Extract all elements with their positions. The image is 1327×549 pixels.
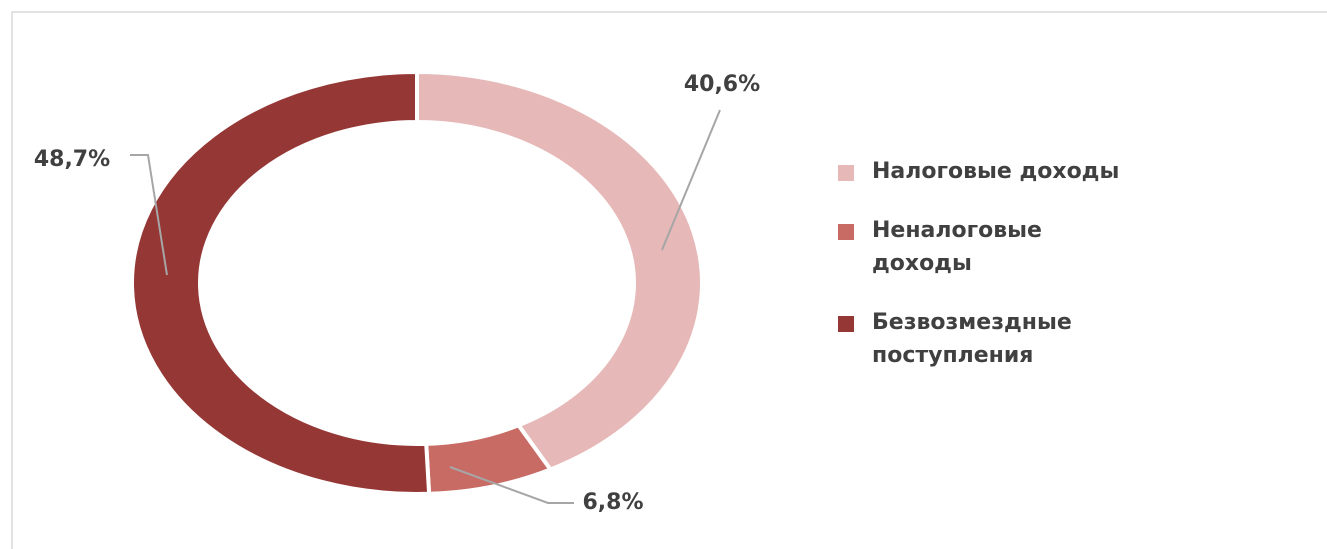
legend-item: Безвозмездные поступления xyxy=(838,306,1258,372)
legend-swatch xyxy=(838,316,854,332)
data-label: 48,7% xyxy=(34,147,110,172)
legend-label: Неналоговые доходы xyxy=(872,218,1042,276)
donut-segment xyxy=(129,69,432,496)
legend-swatch xyxy=(838,224,854,240)
legend-swatch xyxy=(838,165,854,181)
legend: Налоговые доходы Неналоговые доходы Безвоз… xyxy=(838,155,1258,398)
data-label: 6,8% xyxy=(582,490,643,515)
data-label: 40,6% xyxy=(684,72,760,97)
leader-line xyxy=(661,109,721,251)
donut-segment xyxy=(415,69,704,472)
legend-label: Налоговые доходы xyxy=(872,159,1120,184)
frame xyxy=(11,11,1327,549)
leader-line xyxy=(130,154,168,276)
leader-line xyxy=(449,466,574,504)
legend-item: Неналоговые доходы xyxy=(838,214,1258,280)
legend-item: Налоговые доходы xyxy=(838,155,1258,188)
legend-label: Безвозмездные поступления xyxy=(872,310,1072,368)
